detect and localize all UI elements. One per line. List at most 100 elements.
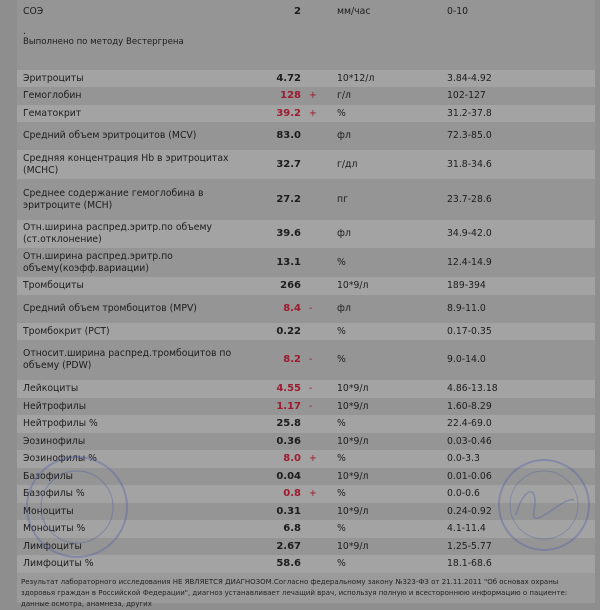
result-row: Относит.ширина распред.тромбоцитов по об…	[17, 340, 595, 380]
test-unit: %	[337, 256, 346, 268]
esr-range: 0-10	[447, 6, 469, 17]
test-name: Средняя концентрация Hb в эритроцитах (M…	[23, 152, 229, 176]
test-unit: 10*9/л	[337, 400, 369, 412]
result-row: Нейтрофилы 1.17- 10*9/л 1.60-8.29	[17, 398, 595, 415]
result-row: Отн.ширина распред.эритр.по объему(коэфф…	[17, 248, 595, 277]
reference-range: 0.0-0.6	[447, 488, 480, 499]
reference-range: 72.3-85.0	[447, 130, 492, 141]
test-name: Лейкоциты	[23, 383, 79, 394]
test-value: 8.4	[283, 303, 301, 314]
reference-range: 3.84-4.92	[447, 72, 492, 84]
reference-range: 0.03-0.46	[447, 435, 492, 447]
test-unit: %	[337, 107, 346, 119]
reference-range: 0.17-0.35	[447, 325, 492, 337]
result-row: Нейтрофилы % 25.8% 22.4-69.0	[17, 415, 595, 433]
top-strip	[17, 0, 595, 4]
reference-range: 31.8-34.6	[447, 158, 492, 170]
result-row: Лимфоциты 2.67 10*9/л 1.25-5.77	[17, 538, 595, 555]
test-value: 27.2	[276, 193, 301, 205]
result-row: Эозинофилы 0.36 10*9/л 0.03-0.46	[17, 433, 595, 450]
result-row: Базофилы 0.04 10*9/л 0.01-0.06	[17, 468, 595, 485]
result-row: Базофилы % 0.8 +% 0.0-0.6	[17, 485, 595, 503]
test-value: 4.55	[276, 383, 301, 394]
abnormal-flag: -	[309, 383, 313, 394]
test-unit: %	[337, 325, 346, 337]
test-name: Лимфоциты %	[23, 558, 94, 569]
test-value: 0.04	[276, 470, 301, 482]
test-name: Моноциты %	[23, 523, 86, 534]
abnormal-flag	[301, 520, 337, 538]
test-value: 39.6	[276, 228, 301, 239]
test-value: 2.67	[276, 540, 301, 552]
results-sheet: СОЭ . Выполнено по методу Вестергрена 2 …	[17, 0, 595, 573]
result-row: Тромбоциты 266 10*9/л 189-394	[17, 277, 595, 295]
result-row: Моноциты 0.31 10*9/л 0.24-0.92	[17, 503, 595, 520]
test-name: Средний объем эритроцитов (MCV)	[23, 130, 197, 141]
test-unit: %	[337, 558, 346, 569]
abnormal-flag	[301, 415, 337, 433]
result-row: Тромбокрит (PCT) 0.22% 0.17-0.35	[17, 323, 595, 340]
results-table: СОЭ . Выполнено по методу Вестергрена 2 …	[17, 0, 595, 573]
abnormal-flag	[301, 220, 337, 248]
result-row: Среднее содержание гемоглобина в эритроц…	[17, 179, 595, 220]
reference-range: 9.0-14.0	[447, 354, 486, 365]
reference-range: 0.0-3.3	[447, 453, 480, 464]
result-row: Гемоглобин 128 + г/л 102-127	[17, 87, 595, 105]
test-value: 83.0	[276, 130, 301, 141]
abnormal-flag	[301, 555, 337, 573]
esr-unit: мм/час	[337, 6, 371, 17]
abnormal-flag	[301, 468, 337, 485]
result-row: Гематокрит 39.2 +% 31.2-37.8	[17, 105, 595, 122]
test-value: 8.0	[283, 453, 301, 464]
test-value: 6.8	[283, 523, 301, 534]
test-unit: 10*9/л	[337, 540, 369, 552]
test-name: Эозинофилы	[23, 435, 86, 447]
esr-row: СОЭ . Выполнено по методу Вестергрена 2 …	[17, 0, 595, 70]
abnormal-flag	[301, 323, 337, 340]
reference-range: 4.1-11.4	[447, 523, 486, 534]
reference-range: 23.7-28.6	[447, 193, 492, 205]
test-name: Моноциты	[23, 505, 74, 517]
disclaimer-footer: Результат лабораторного исследования НЕ …	[17, 573, 595, 608]
abnormal-flag: +	[309, 107, 317, 119]
test-unit: пг	[337, 193, 348, 205]
test-value: 0.36	[276, 435, 301, 447]
test-value: 13.1	[276, 256, 301, 268]
test-value: 58.6	[276, 558, 301, 569]
test-unit: 10*9/л	[337, 435, 369, 447]
abnormal-flag	[301, 179, 337, 220]
test-name: Тромбокрит (PCT)	[23, 325, 110, 337]
test-name: Гемоглобин	[23, 90, 82, 101]
esr-name: СОЭ	[23, 6, 44, 17]
reference-range: 8.9-11.0	[447, 303, 486, 314]
abnormal-flag	[301, 122, 337, 150]
reference-range: 31.2-37.8	[447, 107, 492, 119]
reference-range: 189-394	[447, 280, 486, 291]
abnormal-flag	[301, 503, 337, 520]
result-row: Лимфоциты % 58.6% 18.1-68.6	[17, 555, 595, 573]
result-row: Моноциты % 6.8% 4.1-11.4	[17, 520, 595, 538]
test-name: Нейтрофилы %	[23, 418, 98, 429]
test-value: 0.31	[276, 505, 301, 517]
esr-dot: .	[23, 26, 26, 37]
reference-range: 18.1-68.6	[447, 558, 492, 569]
test-name: Среднее содержание гемоглобина в эритроц…	[23, 187, 204, 211]
test-unit: %	[337, 488, 346, 499]
test-name: Нейтрофилы	[23, 400, 87, 412]
abnormal-flag: +	[309, 453, 317, 464]
test-name: Отн.ширина распред.эритр.по объему (ст.о…	[23, 222, 213, 245]
abnormal-flag: +	[309, 488, 317, 499]
test-unit: фл	[337, 130, 351, 141]
test-name: Базофилы %	[23, 488, 85, 499]
esr-value: 2	[294, 6, 301, 17]
test-unit: 10*9/л	[337, 505, 369, 517]
test-unit: %	[337, 523, 346, 534]
result-row: Отн.ширина распред.эритр.по объему (ст.о…	[17, 220, 595, 248]
esr-flag	[301, 0, 337, 70]
test-unit: %	[337, 418, 346, 429]
test-unit: фл	[337, 228, 351, 239]
test-unit: 10*9/л	[337, 280, 369, 291]
test-name: Базофилы	[23, 470, 73, 482]
reference-range: 12.4-14.9	[447, 256, 492, 268]
test-name: Относит.ширина распред.тромбоцитов по об…	[23, 348, 232, 371]
